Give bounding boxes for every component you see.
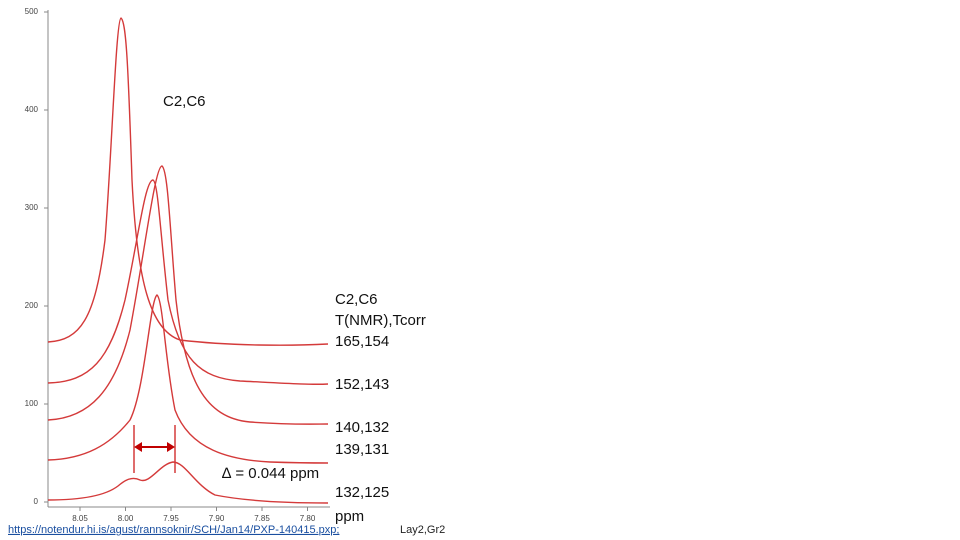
y-tick-label: 0 [34, 497, 39, 506]
source-link[interactable]: https://notendur.hi.is/agust/rannsoknir/… [8, 524, 339, 536]
legend-label: 139,131 [335, 441, 389, 458]
spectrum [47, 294, 329, 464]
peak-label: C2,C6 [163, 93, 206, 110]
y-tick-label: 500 [25, 7, 39, 16]
x-tick-label: 7.90 [209, 514, 225, 523]
legend-label: 152,143 [335, 376, 389, 393]
legend-line: T(NMR),Tcorr [335, 312, 426, 329]
spectrum [47, 179, 329, 385]
x-tick-label: 8.00 [118, 514, 134, 523]
spectrum [47, 17, 329, 346]
legend-label: 140,132 [335, 419, 389, 436]
y-tick-label: 300 [25, 203, 39, 212]
legend-line: 165,154 [335, 333, 389, 350]
x-tick-label: 8.05 [72, 514, 88, 523]
legend-line: C2,C6 [335, 291, 378, 308]
spectrum [47, 461, 329, 504]
y-tick-label: 200 [25, 301, 39, 310]
delta-label: ∆ = 0.044 ppm [222, 465, 319, 482]
legend-label: 132,125 [335, 484, 389, 501]
x-tick-label: 7.80 [300, 514, 316, 523]
x-tick-label: 7.95 [163, 514, 179, 523]
y-tick-label: 100 [25, 399, 39, 408]
spectrum [47, 165, 329, 425]
arrow-head [134, 442, 142, 452]
legend-label: ppm [335, 508, 364, 525]
footer-note: Lay2,Gr2 [400, 524, 445, 536]
y-tick-label: 400 [25, 105, 39, 114]
x-tick-label: 7.85 [254, 514, 270, 523]
arrow-head [167, 442, 175, 452]
